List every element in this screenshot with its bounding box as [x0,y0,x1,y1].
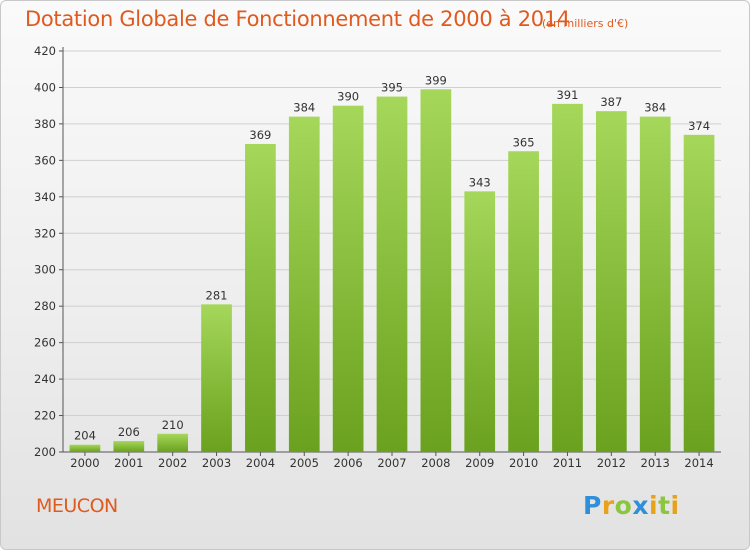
x-tick-label-2013: 2013 [641,456,670,470]
bar-2000 [69,444,101,452]
chart-subtitle: (en milliers d'€) [542,17,629,30]
x-tick-label-2012: 2012 [597,456,626,470]
value-label-2001: 206 [118,425,140,439]
x-tick-label-2005: 2005 [290,456,319,470]
x-tick-label-2011: 2011 [553,456,582,470]
x-tick-label-2008: 2008 [421,456,450,470]
value-label-2010: 365 [513,135,535,149]
x-tick-label-2003: 2003 [202,456,231,470]
value-label-2012: 387 [600,95,622,109]
y-tick-label: 280 [34,299,56,313]
y-tick-label: 260 [34,336,56,350]
x-tick-label-2010: 2010 [509,456,538,470]
y-tick-label: 220 [34,409,56,423]
svg-text:Proxiti: Proxiti [583,491,680,520]
x-tick-label-2000: 2000 [70,456,99,470]
x-tick-label-2004: 2004 [246,456,275,470]
value-label-2008: 399 [425,73,447,87]
x-tick-label-2009: 2009 [465,456,494,470]
bar-2010 [508,151,539,452]
value-label-2006: 390 [337,90,359,104]
bar-2001 [113,441,145,452]
bar-2014 [683,134,715,452]
bar-2013 [639,116,671,453]
x-tick-label-2002: 2002 [158,456,187,470]
x-tick-label-2006: 2006 [333,456,362,470]
value-label-2007: 395 [381,81,403,95]
labels: 200 220 240 260 280 300 320 340 360 380 400 420 204 2… [34,44,714,470]
bar-2003 [201,304,232,452]
x-tick-label-2007: 2007 [377,456,406,470]
bar-2006 [332,105,364,452]
bars [69,89,715,453]
x-tick-label-2014: 2014 [684,456,713,470]
y-tick-label: 400 [34,80,56,94]
value-label-2014: 374 [688,119,710,133]
value-label-2003: 281 [206,288,228,302]
y-tick-label: 380 [34,117,56,131]
value-label-2009: 343 [469,175,491,189]
bar-2008 [420,89,452,452]
value-label-2011: 391 [556,88,578,102]
y-tick-label: 240 [34,372,56,386]
bar-2005 [288,116,320,453]
bar-2002 [157,433,189,452]
y-tick-label: 360 [34,153,56,167]
value-label-2005: 384 [293,101,315,115]
bar-2011 [552,103,583,452]
bar-2007 [376,96,408,453]
value-label-2004: 369 [249,128,271,142]
value-label-2002: 210 [162,418,184,432]
x-tick-label-2001: 2001 [114,456,143,470]
y-tick-label: 320 [34,226,56,240]
value-label-2000: 204 [74,429,96,443]
y-tick-label: 200 [34,445,56,459]
y-tick-label: 300 [34,263,56,277]
chart-title: Dotation Globale de Fonctionnement de 20… [25,7,570,31]
value-label-2013: 384 [644,101,666,115]
y-tick-label: 340 [34,190,56,204]
bar-2004 [245,143,276,452]
bar-2009 [464,191,496,452]
y-tick-label: 420 [34,44,56,58]
place-name: MEUCON [36,495,118,517]
proxiti-logo: Proxiti [583,491,680,520]
bar-2012 [595,111,627,453]
